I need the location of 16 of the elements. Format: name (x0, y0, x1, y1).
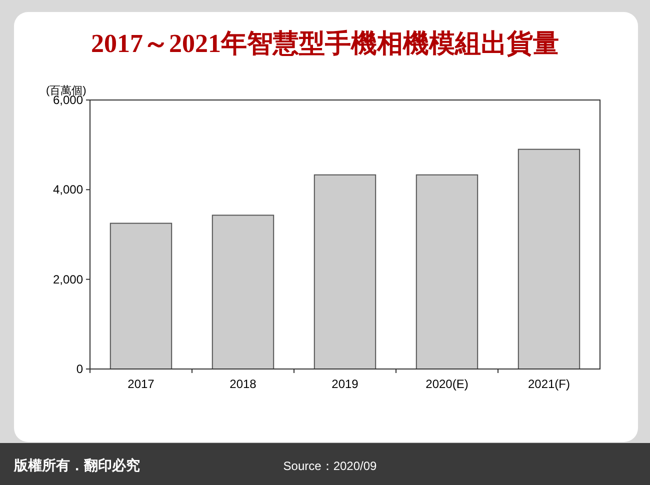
y-tick-label: 2,000 (52, 272, 84, 286)
source-note: Source：2020/09 (283, 459, 378, 473)
bar (110, 222, 172, 370)
x-tick-label: 2021(F) (528, 377, 570, 391)
text: 版權所有．翻印必究 (13, 457, 140, 473)
x-tick-label: 2019 (332, 377, 359, 391)
y-tick-label: 0 (76, 362, 84, 376)
bar (314, 174, 376, 370)
y-tick-label: 4,000 (52, 182, 84, 197)
x-tick-label: 2020(E) (426, 377, 468, 391)
x-tick-label: 2017 (128, 377, 155, 391)
bar (212, 214, 274, 370)
chart-title: 2017～2021年智慧型手機相機模組出貨量 (91, 29, 559, 58)
x-tick-label: 2018 (230, 377, 257, 391)
bar (416, 174, 478, 370)
bar (518, 148, 580, 370)
